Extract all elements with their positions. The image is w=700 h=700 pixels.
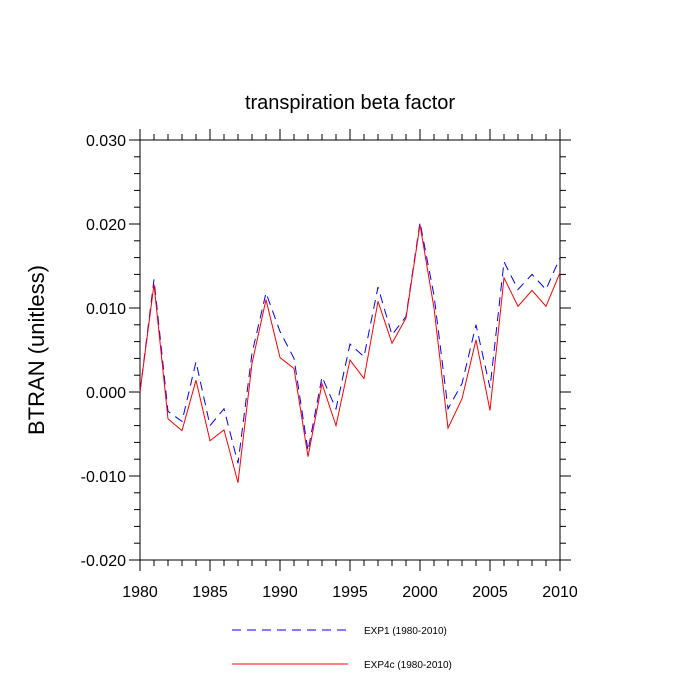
y-tick-label: 0.000	[86, 385, 126, 402]
x-tick-label: 2005	[472, 584, 508, 601]
x-tick-label: 1990	[262, 584, 298, 601]
y-tick-label: 0.030	[86, 133, 126, 150]
y-tick-label: 0.010	[86, 301, 126, 318]
series-line-1	[139, 222, 561, 464]
legend: EXP1 (1980-2010) EXP4c (1980-2010)	[232, 626, 452, 671]
axis-tick-labels: -0.020 -0.010 0.000 0.010 0.020 0.030 1980 1985…	[81, 133, 578, 601]
legend-label-1: EXP1 (1980-2010)	[364, 626, 447, 637]
x-tick-label: 1995	[332, 584, 368, 601]
x-tick-label: 1980	[122, 584, 158, 601]
y-axis-title: BTRAN (unitless)	[24, 265, 49, 435]
y-tick-label: 0.020	[86, 217, 126, 234]
x-tick-label: 2000	[402, 584, 438, 601]
chart-title: transpiration beta factor	[245, 92, 455, 114]
series-line-2	[139, 224, 561, 483]
x-tick-label: 2010	[542, 584, 578, 601]
x-tick-label: 1985	[192, 584, 228, 601]
y-tick-label: -0.010	[81, 469, 126, 486]
plot-frame	[139, 139, 561, 561]
series-layer	[139, 222, 561, 483]
axis-ticks	[129, 129, 571, 571]
y-tick-label: -0.020	[81, 553, 126, 570]
legend-label-2: EXP4c (1980-2010)	[364, 660, 452, 671]
